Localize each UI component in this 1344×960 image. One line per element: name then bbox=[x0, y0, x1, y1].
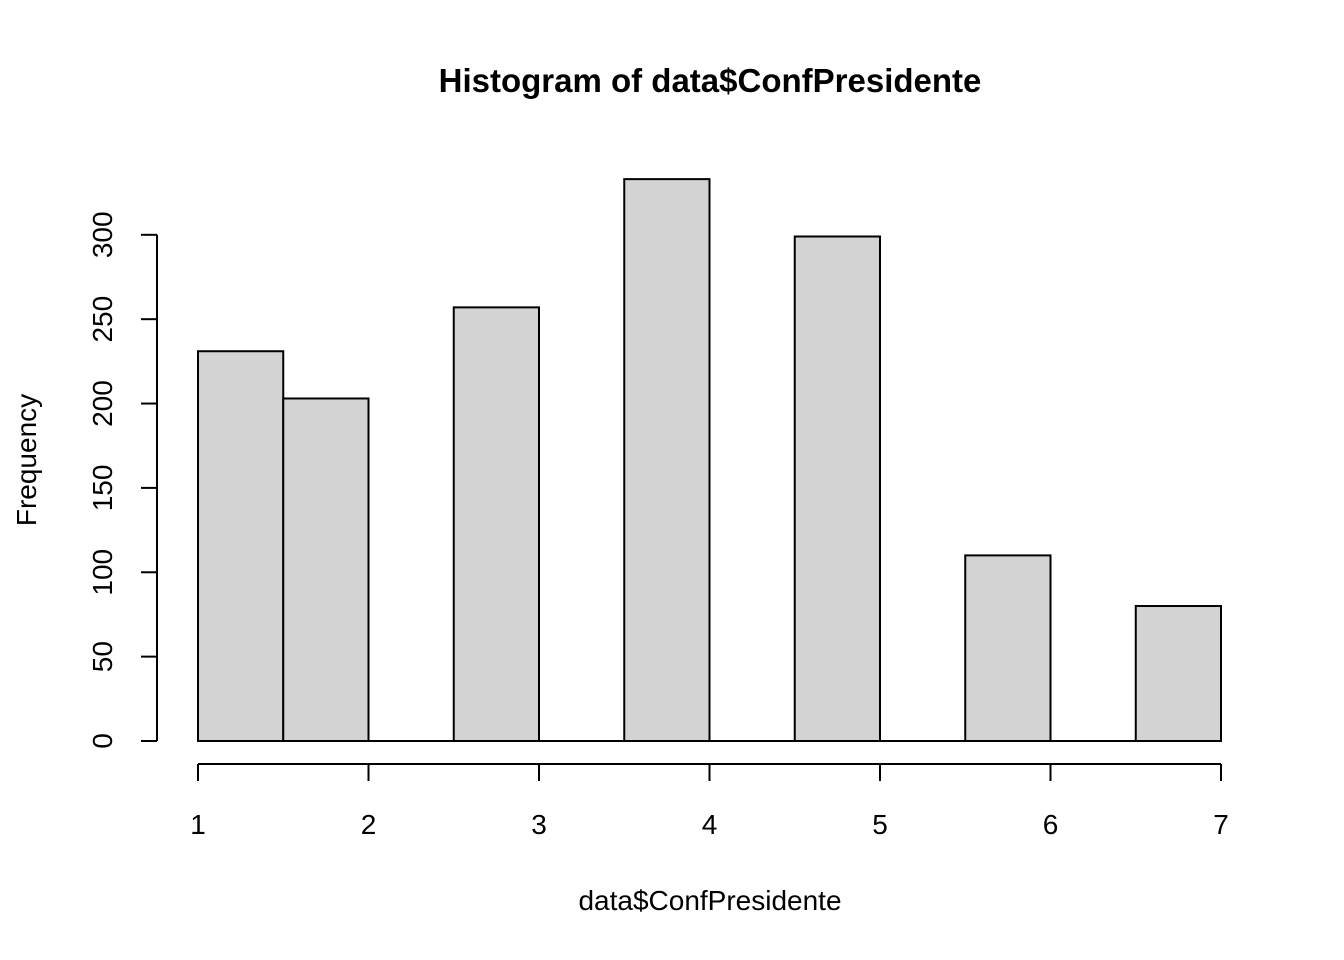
x-axis: 1 2 3 4 5 6 7 bbox=[190, 763, 1229, 840]
x-tick-label: 4 bbox=[702, 809, 718, 840]
y-tick-label: 200 bbox=[87, 380, 118, 427]
histogram-bar bbox=[623, 178, 711, 743]
x-tick-label: 5 bbox=[872, 809, 888, 840]
x-tick-label: 1 bbox=[190, 809, 206, 840]
y-tick-label: 250 bbox=[87, 296, 118, 343]
y-tick-label: 150 bbox=[87, 465, 118, 512]
x-tick-label: 3 bbox=[531, 809, 547, 840]
x-axis-label: data$ConfPresidente bbox=[578, 885, 841, 916]
histogram-bar bbox=[964, 554, 1052, 742]
chart-title: Histogram of data$ConfPresidente bbox=[439, 62, 982, 99]
x-tick-label: 7 bbox=[1213, 809, 1229, 840]
y-tick-label: 50 bbox=[87, 641, 118, 672]
y-tick-label: 100 bbox=[87, 549, 118, 596]
histogram-bar bbox=[793, 235, 881, 742]
y-tick-label: 0 bbox=[87, 733, 118, 749]
histogram-bar bbox=[1134, 605, 1222, 742]
x-tick-label: 2 bbox=[361, 809, 377, 840]
y-axis: 0 50 100 150 200 250 300 bbox=[87, 211, 158, 749]
histogram-bar bbox=[282, 397, 370, 742]
y-tick-label: 300 bbox=[87, 211, 118, 258]
x-tick-label: 6 bbox=[1043, 809, 1059, 840]
histogram-bar bbox=[197, 350, 285, 742]
histogram-bar bbox=[452, 306, 540, 742]
y-axis-label: Frequency bbox=[11, 394, 42, 526]
bars-group bbox=[197, 178, 1222, 743]
